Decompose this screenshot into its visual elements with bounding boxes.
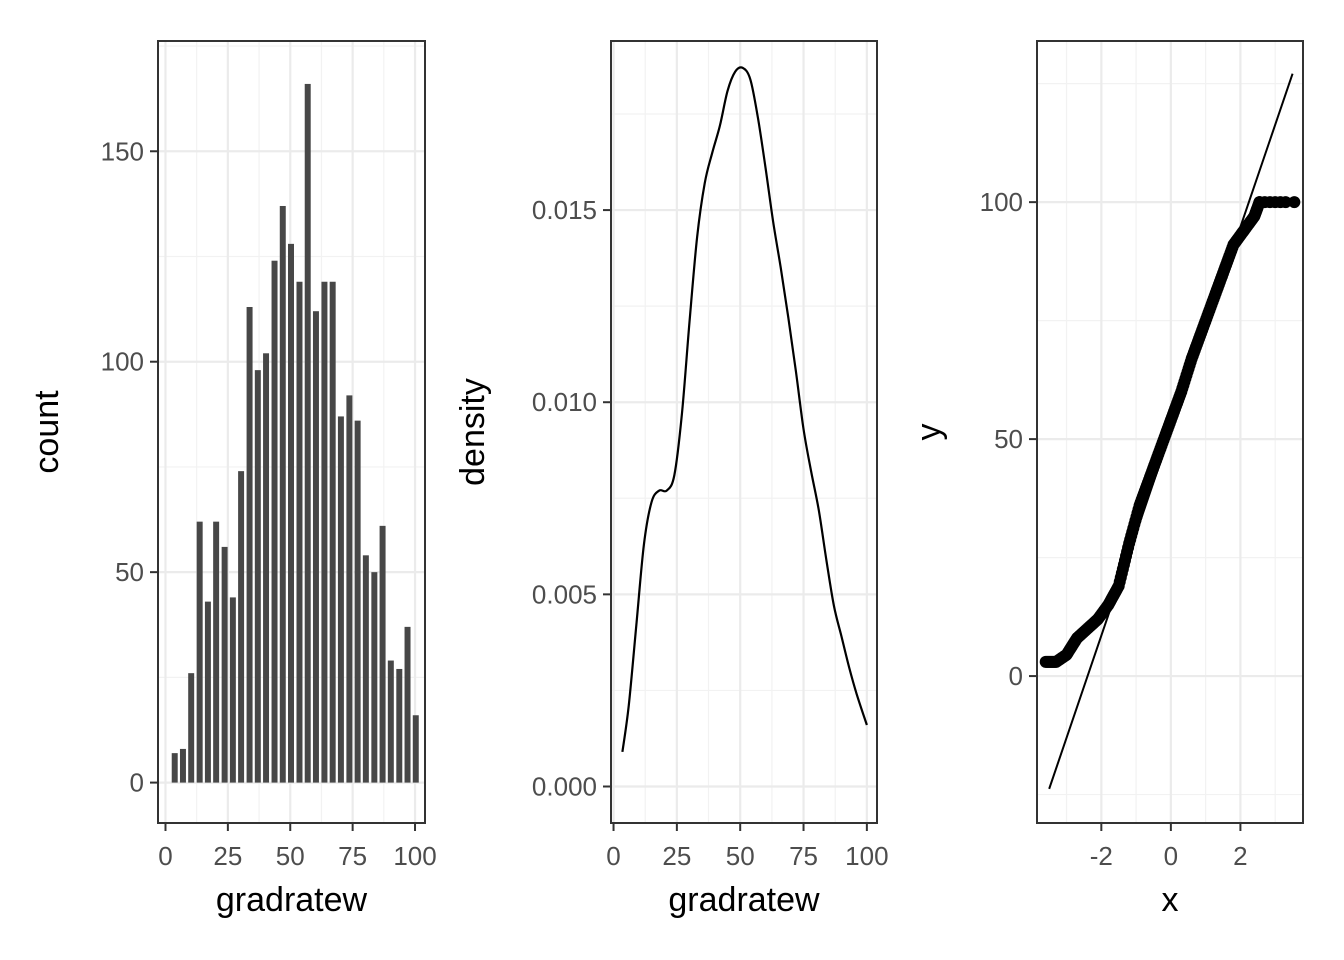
y-tick-label: 0 [130,768,144,798]
y-axis-title: density [454,378,492,486]
x-tick-label: 100 [845,841,888,871]
histogram-bar [179,748,186,783]
y-tick-label: 0.010 [532,387,597,417]
x-tick-label: 0 [606,841,620,871]
histogram-bar [396,668,403,783]
histogram-bar [329,281,336,783]
y-tick-label: 0.015 [532,195,597,225]
histogram-bar [221,546,228,783]
histogram-bar [337,416,344,783]
histogram-bar [271,260,278,783]
x-tick-label: 2 [1233,841,1247,871]
x-tick-label: 0 [158,841,172,871]
x-tick-label: 25 [662,841,691,871]
y-tick-label: 50 [994,424,1023,454]
x-tick-label: 75 [789,841,818,871]
density-curve [621,66,868,753]
histogram-bar [171,753,178,783]
qq-point [1279,196,1292,209]
y-axis-title: y [910,424,948,441]
panel-border [157,40,426,824]
histogram-bar [204,601,211,783]
histogram-bar [288,243,294,783]
histogram-bar [346,395,353,783]
histogram-bar [371,572,378,783]
y-tick-label: 0 [1009,661,1023,691]
qq-plot-panel: -2 0 2 0 50 100 x y [910,40,1304,919]
y-tick-label: 0.000 [532,771,597,801]
histogram-bar [196,521,203,783]
histogram-bar [296,281,303,783]
histogram-bar [246,306,253,783]
panel-border [610,40,878,824]
histogram-bar [213,521,220,783]
y-tick-label: 0.005 [532,579,597,609]
histogram-bar [404,626,411,783]
histogram-bar [229,597,236,783]
x-axis-title: gradratew [668,881,820,919]
histogram-bar [387,660,394,783]
histogram-bar [354,420,361,783]
y-axis-title: count [28,390,66,474]
x-tick-label: 100 [393,841,436,871]
x-tick-label: 75 [338,841,367,871]
qq-point [1288,196,1301,209]
histogram-bar [279,205,286,783]
x-axis-title: gradratew [216,881,368,919]
density-panel: 0 25 50 75 100 0.000 0.005 0.010 0.015 gradratew d… [454,40,889,919]
y-tick-label: 100 [980,187,1023,217]
x-tick-label: 50 [276,841,305,871]
histogram-bar [254,370,261,783]
histogram-bar [379,525,386,783]
histogram-bar [188,673,195,783]
x-tick-label: 25 [213,841,242,871]
histogram-panel: 0 25 50 75 100 0 50 100 150 gradratew count [28,40,437,919]
x-tick-label: 50 [726,841,755,871]
histogram-bar [412,715,419,783]
x-tick-label: -2 [1090,841,1113,871]
histogram-bar [321,281,328,783]
x-tick-label: 0 [1164,841,1178,871]
histogram-bar [312,311,319,783]
y-tick-label: 50 [115,557,144,587]
histogram-bar [238,471,245,783]
y-tick-label: 150 [101,136,144,166]
x-axis-title: x [1162,881,1179,919]
histogram-bar [362,555,369,783]
histogram-bar [304,83,311,783]
histogram-bar [263,353,270,783]
y-tick-label: 100 [101,347,144,377]
